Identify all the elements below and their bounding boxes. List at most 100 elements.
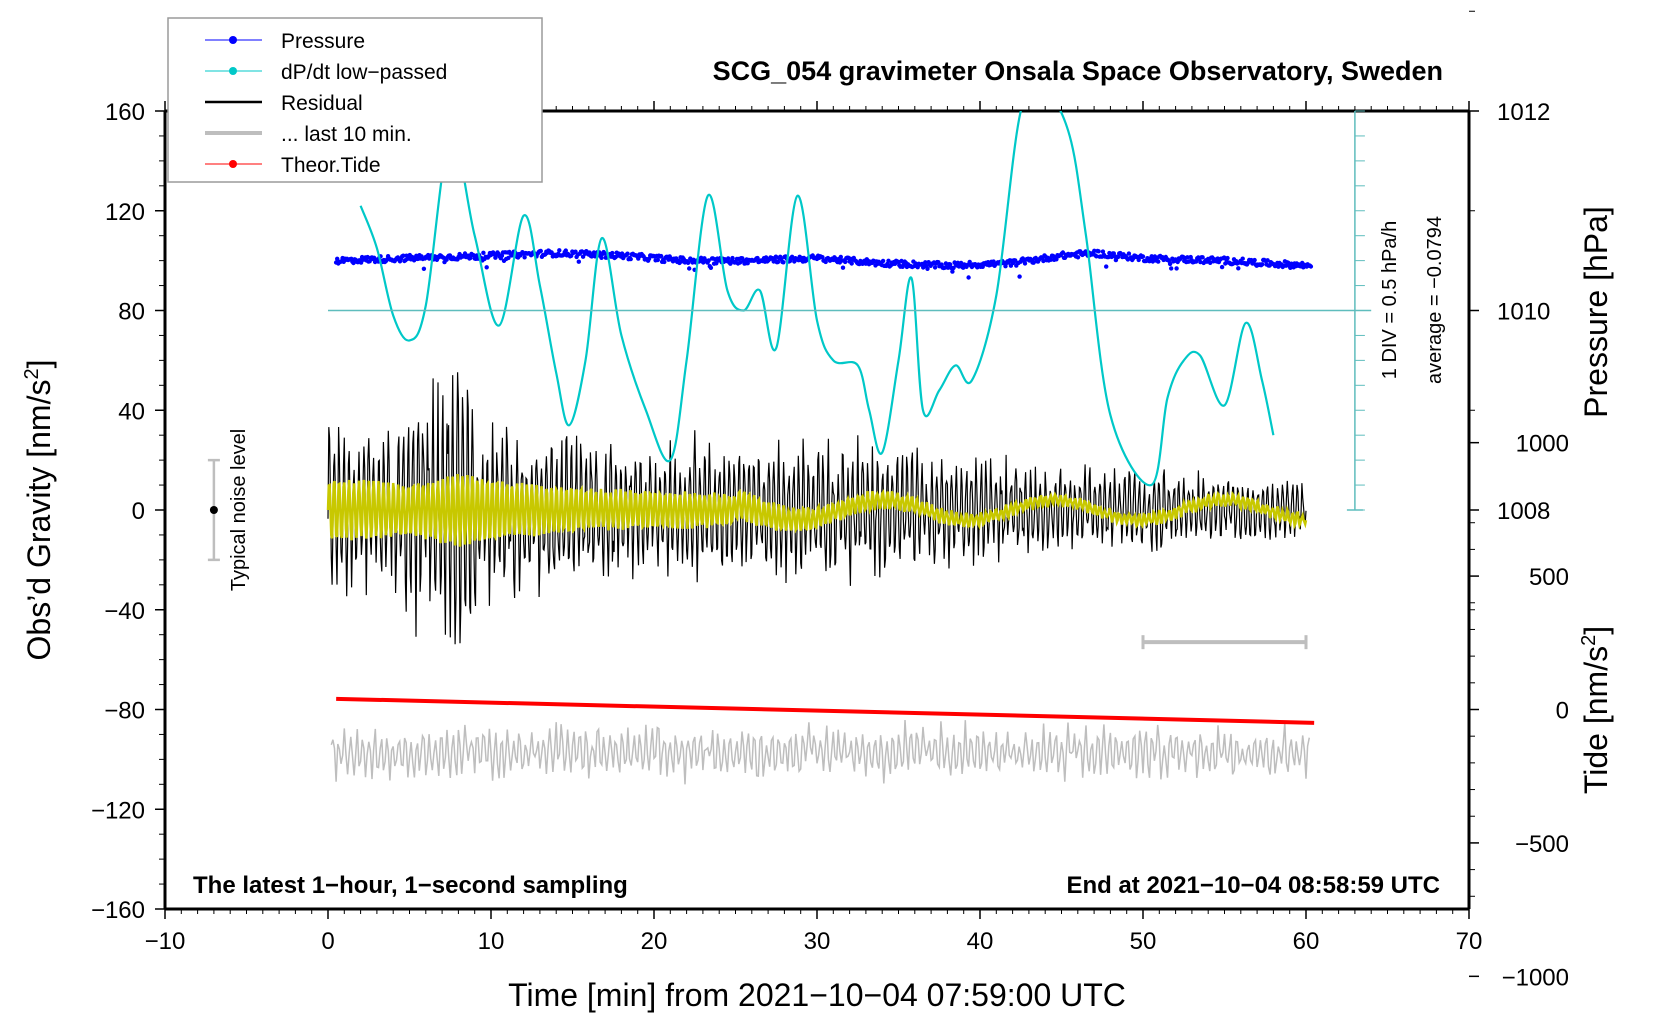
pressure-point [1193, 259, 1199, 264]
pressure-point [925, 266, 930, 271]
pressure-point [687, 266, 692, 271]
pressure-point [625, 251, 630, 256]
pressure-point [662, 259, 667, 265]
tide-tick-label: 500 [1529, 564, 1569, 591]
pressure-point [557, 248, 562, 253]
x-tick-label: 30 [804, 928, 831, 955]
pressure-point [1104, 264, 1109, 269]
pressure-point [708, 265, 714, 270]
pressure-point [1236, 266, 1241, 271]
pressure-point [591, 250, 597, 255]
pressure-point [1219, 264, 1225, 270]
pressure-point [401, 253, 406, 258]
pressure-point [1198, 259, 1203, 265]
pressure-point [1022, 261, 1028, 266]
last-10-min-series-line [330, 719, 1311, 785]
pressure-point [948, 262, 953, 267]
legend: Pressure dP/dt low−passed Residual ... last… [167, 17, 543, 183]
pressure-point [1156, 259, 1161, 264]
noise-level-marker [207, 458, 220, 562]
pressure-point [840, 265, 846, 270]
pressure-point [599, 255, 604, 260]
y-tick-label: 40 [118, 398, 145, 425]
pressure-point [658, 253, 664, 259]
pressure-point [1048, 257, 1054, 262]
pressure-point [1265, 258, 1270, 263]
y-tick-label: −160 [91, 897, 145, 924]
pressure-series [333, 248, 1314, 280]
pressure-point [1223, 261, 1228, 266]
pressure-point [421, 266, 427, 271]
pressure-point [706, 258, 711, 263]
pressure-point [849, 261, 854, 266]
legend-label: dP/dt low−passed [281, 61, 447, 84]
y-axis-title-left: Obs’d Gravity [nm/s2] [21, 360, 57, 661]
pressure-point [1096, 249, 1101, 254]
pressure-point [886, 258, 891, 263]
legend-label: Pressure [281, 30, 365, 53]
pressure-point [522, 255, 527, 260]
pressure-point [1094, 254, 1099, 259]
pressure-point [880, 258, 886, 264]
pressure-point [1109, 254, 1114, 260]
y-tick-label: −80 [104, 698, 145, 725]
pressure-point [1126, 251, 1132, 256]
pressure-point [367, 259, 372, 264]
x-tick-label: 10 [478, 928, 505, 955]
legend-marker [229, 160, 237, 168]
pressure-point [685, 260, 691, 265]
pressure-point [838, 254, 843, 260]
pressure-point [1031, 260, 1036, 265]
pressure-point [655, 257, 660, 263]
x-tick-label: 40 [967, 928, 994, 955]
pressure-point [1075, 255, 1081, 260]
pressure-point [1140, 254, 1146, 259]
pressure-point [1185, 255, 1190, 260]
tide-tick-label: −1000 [1502, 964, 1569, 991]
pressure-point [1167, 261, 1173, 267]
pressure-point [1308, 264, 1314, 269]
pressure-point [730, 255, 735, 261]
pressure-point [471, 253, 476, 258]
pressure-point [1115, 254, 1121, 260]
pressure-point [726, 256, 731, 261]
pressure-point [737, 260, 743, 265]
pressure-point [1017, 274, 1022, 279]
pressure-point [484, 265, 489, 270]
pressure-point [936, 260, 941, 265]
x-axis-title: Time [min] from 2021−10−04 07:59:00 UTC [508, 977, 1126, 1013]
pressure-point [538, 248, 543, 254]
y-tick-label: 80 [118, 299, 145, 326]
pressure-point [335, 256, 340, 261]
theor-tide-series-line [336, 696, 1315, 725]
smoothed-residual-series-line [326, 474, 1308, 547]
pressure-point [932, 265, 938, 270]
y-tick-label: −40 [104, 598, 145, 625]
pressure-point [610, 250, 615, 256]
x-tick-label: 70 [1456, 928, 1483, 955]
legend-marker [229, 36, 237, 44]
pressure-point [1169, 266, 1174, 271]
pressure-point [1054, 257, 1059, 262]
pressure-tick-label: 1008 [1497, 498, 1550, 525]
pressure-point [966, 275, 971, 280]
noise-level-label: Typical noise level [228, 429, 250, 591]
dpdt-series-line [359, 111, 1275, 487]
legend-label: Residual [281, 92, 363, 115]
pressure-point [943, 261, 949, 266]
pressure-point [775, 259, 781, 265]
pressure-tick-label: 1012 [1497, 99, 1550, 126]
pressure-point [755, 255, 760, 261]
pressure-point [955, 260, 960, 265]
pressure-point [1225, 255, 1230, 261]
pressure-point [1092, 248, 1097, 253]
y-tick-label: 120 [105, 199, 145, 226]
pressure-point [967, 259, 972, 265]
pressure-point [602, 251, 607, 256]
x-tick-label: 50 [1130, 928, 1157, 955]
legend-label: ... last 10 min. [281, 123, 412, 146]
legend-box [167, 17, 543, 183]
y-axis-title-pressure: Pressure [hPa] [1578, 206, 1614, 418]
pressure-point [951, 265, 956, 271]
pressure-point [1113, 257, 1119, 263]
